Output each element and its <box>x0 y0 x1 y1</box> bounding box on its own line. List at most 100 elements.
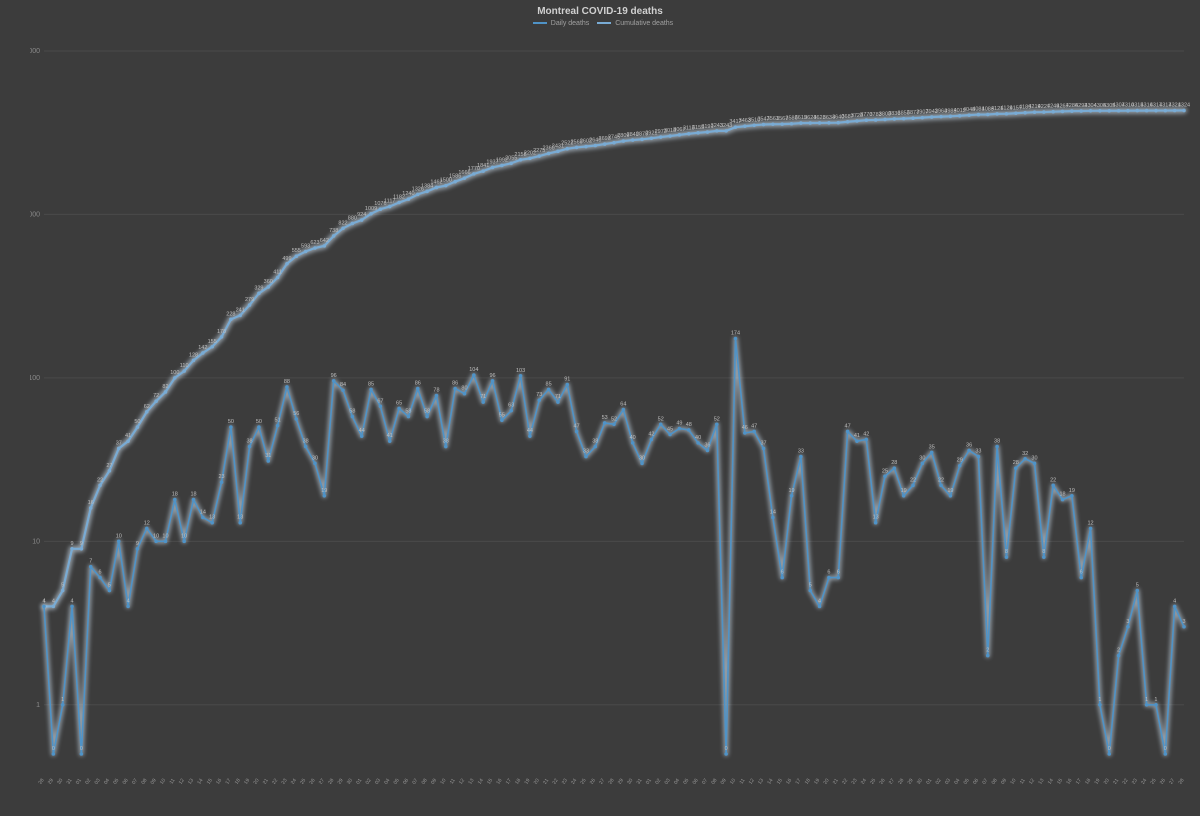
marker-daily <box>659 422 663 426</box>
data-label-daily: 52 <box>714 416 720 422</box>
marker-cumulative <box>463 176 467 180</box>
data-label-daily: 91 <box>564 377 570 383</box>
marker-cumulative <box>594 144 598 148</box>
data-label-daily: 30 <box>312 455 318 461</box>
marker-cumulative <box>780 122 784 126</box>
marker-cumulative <box>622 139 626 143</box>
data-label-daily: 18 <box>172 492 178 498</box>
data-label-daily: 86 <box>415 381 421 387</box>
data-label-daily: 6 <box>781 570 784 576</box>
data-label-daily: 22 <box>1050 477 1056 483</box>
marker-daily <box>584 455 588 459</box>
chart-title: Montreal COVID-19 deaths <box>0 6 1200 17</box>
marker-cumulative <box>706 130 710 134</box>
marker-daily <box>463 392 467 396</box>
data-label-daily: 52 <box>611 416 617 422</box>
data-label-cumulative: 142 <box>198 345 207 351</box>
marker-daily <box>528 434 532 438</box>
data-label-daily: 35 <box>929 444 935 450</box>
marker-cumulative <box>416 193 420 197</box>
marker-daily <box>1145 703 1149 707</box>
marker-cumulative <box>612 141 616 145</box>
data-label-daily: 174 <box>731 331 740 337</box>
data-label-daily: 0 <box>80 746 83 752</box>
marker-daily <box>902 494 906 498</box>
data-label-daily: 31 <box>265 453 271 459</box>
marker-cumulative <box>397 201 401 205</box>
marker-cumulative <box>930 115 934 119</box>
data-label-daily: 47 <box>751 423 757 429</box>
marker-daily <box>257 425 261 429</box>
data-label-daily: 48 <box>686 422 692 428</box>
data-label-cumulative: 241 <box>236 307 245 313</box>
marker-cumulative <box>1098 109 1102 113</box>
marker-cumulative <box>547 152 551 156</box>
marker-cumulative <box>556 150 560 154</box>
chart-container: Montreal COVID-19 deaths Daily deaths Cu… <box>0 0 1200 816</box>
marker-cumulative <box>893 117 897 121</box>
marker-daily <box>472 373 476 377</box>
data-label-daily: 33 <box>975 449 981 455</box>
marker-cumulative <box>631 138 635 142</box>
marker-daily <box>696 441 700 445</box>
marker-daily <box>61 703 65 707</box>
ytick-label: 10000 <box>30 48 40 55</box>
marker-cumulative <box>584 145 588 149</box>
marker-cumulative <box>771 122 775 126</box>
marker-daily <box>771 516 775 520</box>
marker-daily <box>687 428 691 432</box>
marker-cumulative <box>537 154 541 158</box>
marker-daily <box>304 445 308 449</box>
data-label-cumulative: 924 <box>357 212 366 218</box>
marker-daily <box>98 576 102 580</box>
marker-cumulative <box>1182 109 1186 113</box>
marker-cumulative <box>369 212 373 216</box>
marker-daily <box>341 388 345 392</box>
data-label-daily: 85 <box>368 381 374 387</box>
data-label-daily: 10 <box>153 533 159 539</box>
marker-cumulative <box>238 314 242 318</box>
marker-daily <box>547 388 551 392</box>
data-label-cumulative: 128 <box>189 352 198 358</box>
marker-cumulative <box>743 124 747 128</box>
marker-cumulative <box>491 166 495 170</box>
marker-cumulative <box>61 589 65 593</box>
data-label-daily: 67 <box>377 398 383 404</box>
xtick-label: 2020-03-28 <box>30 778 46 784</box>
marker-cumulative <box>472 172 476 176</box>
marker-daily <box>397 407 401 411</box>
marker-daily <box>313 462 317 466</box>
marker-cumulative <box>379 207 383 211</box>
data-label-daily: 33 <box>798 449 804 455</box>
data-label-daily: 50 <box>256 419 262 425</box>
data-label-daily: 6 <box>99 570 102 576</box>
data-label-daily: 8 <box>1042 549 1045 555</box>
marker-daily <box>1173 605 1177 609</box>
marker-daily <box>986 654 990 658</box>
marker-daily <box>743 431 747 435</box>
marker-daily <box>435 394 439 398</box>
marker-cumulative <box>949 114 953 118</box>
marker-daily <box>706 449 710 453</box>
marker-cumulative <box>1173 109 1177 113</box>
plot-area: 1101001000100002020-03-282020-03-292020-… <box>30 34 1190 784</box>
ytick-label: 10 <box>32 538 40 545</box>
data-label-daily: 30 <box>639 455 645 461</box>
data-label-daily: 56 <box>293 411 299 417</box>
marker-daily <box>80 752 84 756</box>
marker-daily <box>537 398 541 402</box>
marker-cumulative <box>734 125 738 129</box>
data-label-daily: 4 <box>1173 598 1176 604</box>
marker-daily <box>1164 752 1168 756</box>
data-label-daily: 13 <box>237 515 243 521</box>
marker-daily <box>790 494 794 498</box>
data-label-daily: 50 <box>228 419 234 425</box>
data-label-cumulative: 82 <box>162 384 168 390</box>
data-label-daily: 40 <box>695 435 701 441</box>
data-label-cumulative: 9 <box>80 541 83 547</box>
data-label-daily: 13 <box>873 515 879 521</box>
data-label-daily: 6 <box>827 570 830 576</box>
marker-daily <box>921 462 925 466</box>
data-label-daily: 38 <box>994 439 1000 445</box>
marker-cumulative <box>696 131 700 135</box>
